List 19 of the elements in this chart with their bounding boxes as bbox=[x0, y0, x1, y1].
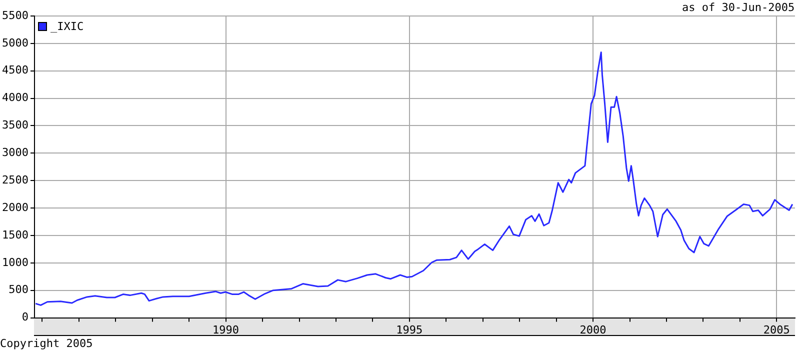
y-tick-label: 2000 bbox=[2, 200, 28, 214]
y-tick-label: 5000 bbox=[2, 36, 28, 50]
y-tick-label: 4000 bbox=[2, 91, 28, 104]
legend-label: _IXIC bbox=[50, 20, 84, 33]
y-tick-label: 1500 bbox=[2, 228, 28, 242]
text: Copyright 2005 bbox=[0, 336, 93, 350]
x-tick-label: 1995 bbox=[396, 323, 423, 336]
y-tick-label: 3000 bbox=[2, 146, 28, 160]
y-tick-label: 4500 bbox=[2, 64, 28, 77]
x-tick-label: 2005 bbox=[763, 323, 790, 336]
y-tick-label: 5500 bbox=[2, 8, 28, 22]
y-tick-label: 3500 bbox=[2, 118, 28, 132]
text: as of 30-Jun-2005 bbox=[682, 1, 795, 14]
x-tick-label: 2000 bbox=[580, 323, 606, 336]
x-tick-label: 1990 bbox=[212, 323, 240, 336]
y-tick-label: 2500 bbox=[2, 173, 28, 186]
y-tick-label: 500 bbox=[8, 283, 28, 296]
y-tick-label: 0 bbox=[22, 310, 28, 324]
y-tick-label: 1000 bbox=[2, 256, 28, 269]
